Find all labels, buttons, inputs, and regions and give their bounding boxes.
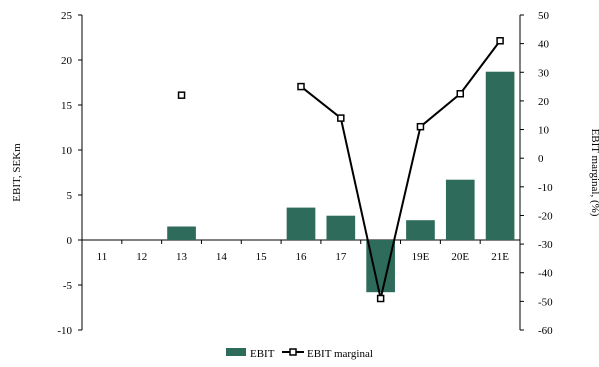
right-tick-label: 40: [538, 39, 550, 51]
x-axis: 111213141516171819E20E21E: [81, 239, 521, 263]
right-tick-label: 30: [538, 67, 550, 79]
ebit-bar: [326, 215, 356, 240]
left-tick-label: -10: [57, 325, 72, 337]
right-tick-label: -20: [538, 210, 553, 222]
ebit-bar: [286, 207, 316, 240]
legend-ebit-swatch: [226, 348, 246, 356]
ebit-margin-segment: [300, 85, 342, 119]
ebit-margin-point: [297, 82, 305, 91]
x-tick-label: 21E: [491, 251, 509, 263]
left-tick-label: 10: [61, 145, 73, 157]
x-tick-label: 12: [136, 251, 147, 263]
right-tick-label: -40: [538, 268, 553, 280]
right-tick-label: 50: [538, 10, 550, 22]
ebit-bars: [167, 71, 515, 293]
ebit-margin-segment: [379, 126, 422, 299]
left-tick-label: 15: [61, 100, 73, 112]
x-tick-label: 17: [335, 251, 347, 263]
x-tick-label: 13: [176, 251, 188, 263]
x-tick-label: 14: [216, 251, 228, 263]
ebit-margin-line: [177, 37, 504, 303]
ebit-margin-segment: [459, 40, 501, 95]
x-tick-label: 15: [256, 251, 268, 263]
legend: EBIT EBIT marginal: [226, 348, 373, 360]
ebit-bar: [167, 226, 196, 240]
right-tick-label: 10: [538, 125, 550, 137]
left-tick-label: 0: [67, 235, 73, 247]
right-tick-label: 0: [538, 153, 544, 165]
ebit-bar: [445, 179, 475, 240]
right-tick-label: -10: [538, 182, 553, 194]
legend-margin-label: EBIT marginal: [307, 348, 373, 360]
ebit-margin-point: [177, 91, 186, 99]
right-tick-label: 20: [538, 96, 550, 108]
left-axis-title: EBIT, SEKm: [11, 143, 23, 202]
right-y-axis: -60 -50 -40 -30 -20 -10 0 10 20 30 40 50: [519, 10, 553, 337]
left-tick-label: 5: [67, 190, 73, 202]
ebit-bar: [366, 240, 395, 293]
ebit-margin-point: [337, 114, 345, 122]
x-tick-label: 20E: [451, 251, 469, 263]
ebit-margin-point: [376, 294, 385, 303]
x-tick-label: 11: [97, 251, 108, 263]
ebit-margin-segment: [339, 117, 382, 299]
ebit-bar: [406, 220, 435, 240]
right-tick-label: -50: [538, 296, 553, 308]
left-y-axis: -10 -5 0 5 10 15 20 25: [57, 10, 83, 337]
right-tick-label: -60: [538, 325, 553, 337]
ebit-bar: [485, 71, 515, 240]
ebit-margin-point: [496, 37, 504, 45]
left-tick-label: -5: [63, 280, 73, 292]
x-tick-label: 16: [296, 251, 308, 263]
left-tick-label: 20: [61, 55, 73, 67]
ebit-margin-segment: [419, 92, 461, 128]
ebit-margin-point: [416, 122, 425, 131]
right-axis-title: EBIT marginal, (%): [589, 129, 599, 217]
left-tick-label: 25: [61, 10, 73, 22]
x-tick-label: 19E: [412, 251, 430, 263]
ebit-margin-point: [456, 90, 465, 98]
right-tick-label: -30: [538, 239, 553, 251]
legend-ebit-label: EBIT: [250, 348, 275, 360]
legend-margin-marker: [289, 348, 297, 356]
